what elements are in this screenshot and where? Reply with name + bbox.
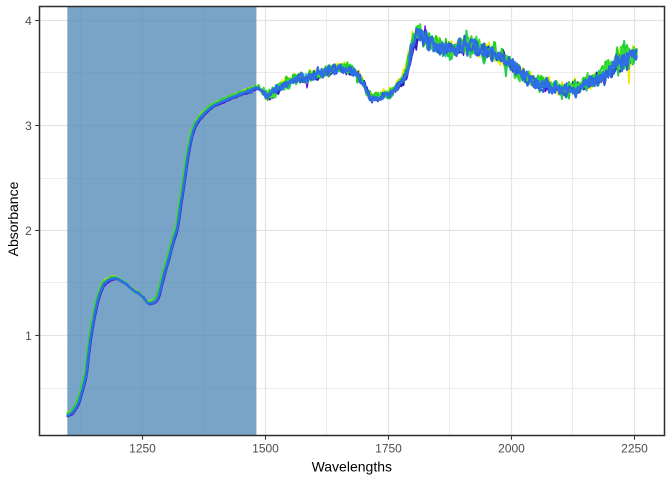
svg-text:1: 1 xyxy=(25,329,32,343)
svg-text:2000: 2000 xyxy=(498,441,525,455)
svg-text:1750: 1750 xyxy=(375,441,402,455)
svg-text:4: 4 xyxy=(25,14,32,28)
svg-text:2: 2 xyxy=(25,224,32,238)
svg-text:2250: 2250 xyxy=(621,441,648,455)
svg-text:Wavelengths: Wavelengths xyxy=(312,458,392,474)
svg-text:Absorbance: Absorbance xyxy=(5,181,21,256)
svg-text:3: 3 xyxy=(25,119,32,133)
svg-text:1500: 1500 xyxy=(252,441,279,455)
svg-text:1250: 1250 xyxy=(129,441,156,455)
